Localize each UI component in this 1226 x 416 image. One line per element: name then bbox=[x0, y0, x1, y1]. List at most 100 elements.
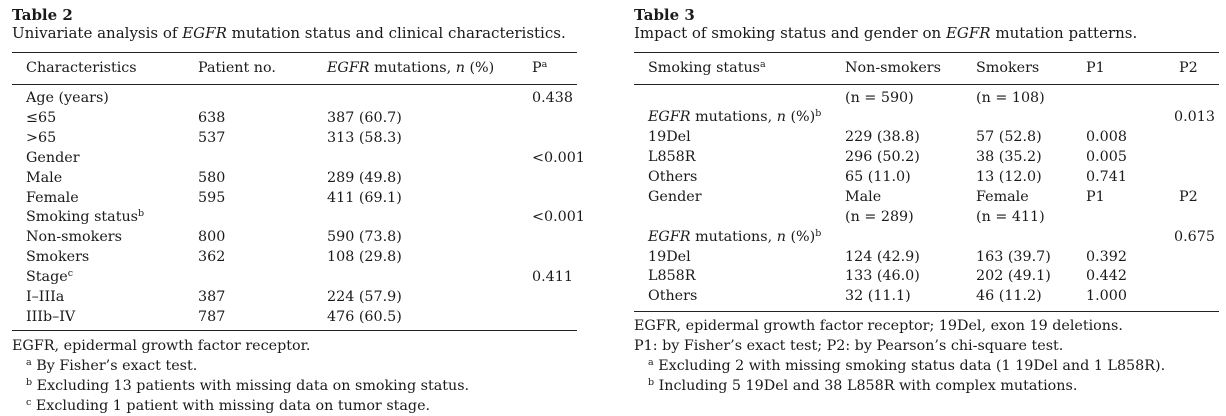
row-label: Others bbox=[648, 288, 698, 304]
n-count-cell: (n = 289) bbox=[845, 209, 914, 225]
egfr-mutations-cell: 387 (60.7) bbox=[327, 109, 402, 126]
table-2-caption: Univariate analysis of EGFR mutation sta… bbox=[12, 24, 566, 42]
bottom-rule bbox=[634, 311, 1219, 312]
footnote-marker: b bbox=[648, 377, 655, 388]
egfr-mutations-cell: 590 (73.8) bbox=[327, 229, 402, 246]
gene-name: EGFR bbox=[648, 109, 691, 125]
footnote: a By Fisher’s exact test. bbox=[26, 357, 197, 376]
row-label: IIIb–IV bbox=[26, 308, 75, 327]
footnote-marker: c bbox=[26, 397, 32, 408]
row-label: Gender bbox=[26, 149, 80, 168]
p-value-cell: <0.001 bbox=[532, 149, 585, 166]
egfr-mutations-cell: 108 (29.8) bbox=[327, 249, 402, 266]
value-cell: 133 (46.0) bbox=[845, 268, 920, 284]
footnote-text: Excluding 2 with missing smoking status … bbox=[658, 358, 1166, 374]
value-cell: 46 (11.2) bbox=[976, 288, 1042, 304]
n-count-cell: (n = 108) bbox=[976, 90, 1045, 106]
header-p: Pa bbox=[532, 59, 548, 76]
value-cell: 163 (39.7) bbox=[976, 249, 1051, 265]
footnote-text: EGFR, epidermal growth factor receptor; … bbox=[634, 318, 1123, 334]
bottom-rule bbox=[12, 330, 577, 331]
row-label: L858R bbox=[648, 149, 696, 165]
row-label: Non-smokers bbox=[26, 228, 122, 247]
row-label-text: Smoking status bbox=[26, 209, 138, 226]
row-label: 19Del bbox=[648, 249, 691, 265]
row-label: Female bbox=[26, 189, 79, 208]
row-label-text: Gender bbox=[26, 149, 80, 166]
value-cell: 65 (11.0) bbox=[845, 169, 911, 185]
footnote-text: By Fisher’s exact test. bbox=[36, 358, 198, 374]
value-cell: 296 (50.2) bbox=[845, 149, 920, 165]
header-smoking-status: Smoking statusa bbox=[648, 59, 766, 76]
footnote-text: Including 5 19Del and 38 L858R with comp… bbox=[658, 378, 1078, 394]
header-patient-no: Patient no. bbox=[198, 60, 276, 76]
p-value-cell: 0.411 bbox=[532, 269, 573, 286]
header-rule bbox=[634, 84, 1219, 85]
footnote-marker: b bbox=[815, 228, 822, 239]
p1-value-cell: 0.741 bbox=[1086, 169, 1127, 185]
row-label: L858R bbox=[648, 268, 696, 284]
patient-no-cell: 537 bbox=[198, 129, 226, 146]
label-text: (%) bbox=[785, 109, 816, 125]
row-label: Others bbox=[648, 169, 698, 185]
row-label-text: IIIb–IV bbox=[26, 308, 76, 325]
row-label-gender: Gender bbox=[648, 189, 702, 205]
egfr-mutations-cell: 411 (69.1) bbox=[327, 189, 402, 206]
patient-no-cell: 595 bbox=[198, 189, 226, 206]
patient-no-cell: 800 bbox=[198, 229, 226, 246]
gene-name: EGFR bbox=[648, 229, 691, 245]
row-label: 19Del bbox=[648, 129, 691, 145]
row-label: Smoking statusb bbox=[26, 208, 144, 227]
top-rule bbox=[634, 52, 1219, 53]
p-value-cell: <0.001 bbox=[532, 209, 585, 226]
row-label-text: I–IIIa bbox=[26, 289, 65, 305]
value-cell: 57 (52.8) bbox=[976, 129, 1042, 145]
footnote: c Excluding 1 patient with missing data … bbox=[26, 397, 430, 416]
footnote-text: EGFR, epidermal growth factor receptor. bbox=[12, 338, 311, 354]
p2-value-cell: 0.013 bbox=[1174, 109, 1215, 125]
top-rule bbox=[12, 52, 577, 53]
row-label: Age (years) bbox=[26, 89, 109, 108]
footnote-marker: b bbox=[26, 377, 33, 388]
row-label: Male bbox=[26, 169, 62, 188]
footnote-text: Excluding 1 patient with missing data on… bbox=[35, 398, 431, 414]
footnote-marker: c bbox=[67, 268, 74, 280]
row-label: >65 bbox=[26, 129, 56, 148]
row-label-text: Female bbox=[26, 189, 79, 206]
footnote: b Excluding 13 patients with missing dat… bbox=[26, 377, 469, 396]
row-label: I–IIIa bbox=[26, 288, 64, 307]
label-text: mutations, bbox=[690, 109, 777, 125]
p1-value-cell: 1.000 bbox=[1086, 288, 1127, 304]
egfr-mutations-cell: 476 (60.5) bbox=[327, 308, 402, 325]
value-cell: 229 (38.8) bbox=[845, 129, 920, 145]
table-3-label: Table 3 bbox=[634, 6, 695, 24]
row-label: ≤65 bbox=[26, 109, 56, 128]
row-label: Stagec bbox=[26, 268, 73, 287]
header-non-smokers: Non-smokers bbox=[845, 60, 941, 76]
footnote: b Including 5 19Del and 38 L858R with co… bbox=[648, 377, 1077, 396]
section-label: EGFR mutations, n (%)b bbox=[648, 108, 821, 127]
n-count-cell: (n = 590) bbox=[845, 90, 914, 106]
subheader-male: Male bbox=[845, 189, 882, 205]
row-label-text: Male bbox=[26, 169, 63, 186]
patient-no-cell: 362 bbox=[198, 249, 226, 266]
footnote-text: Excluding 13 patients with missing data … bbox=[36, 378, 470, 394]
value-cell: 13 (12.0) bbox=[976, 169, 1042, 185]
row-label: Smokers bbox=[26, 248, 89, 267]
footnote-marker: b bbox=[815, 108, 822, 119]
label-text: (%) bbox=[785, 229, 816, 245]
footnote-text: P1: by Fisher’s exact test; P2: by Pears… bbox=[634, 338, 1064, 354]
header-rule bbox=[12, 84, 577, 85]
p1-value-cell: 0.392 bbox=[1086, 249, 1127, 265]
section-label: EGFR mutations, n (%)b bbox=[648, 228, 821, 247]
row-label-text: ≤65 bbox=[26, 109, 57, 126]
row-label-text: Stage bbox=[26, 269, 68, 286]
label-text: mutations, bbox=[690, 229, 777, 245]
value-cell: 32 (11.1) bbox=[845, 288, 911, 304]
row-label-text: Age (years) bbox=[26, 90, 109, 106]
patient-no-cell: 638 bbox=[198, 109, 226, 126]
patient-no-cell: 387 bbox=[198, 289, 226, 305]
p2-value-cell: 0.675 bbox=[1174, 229, 1215, 245]
value-cell: 202 (49.1) bbox=[976, 268, 1051, 284]
header-smokers: Smokers bbox=[976, 60, 1040, 76]
